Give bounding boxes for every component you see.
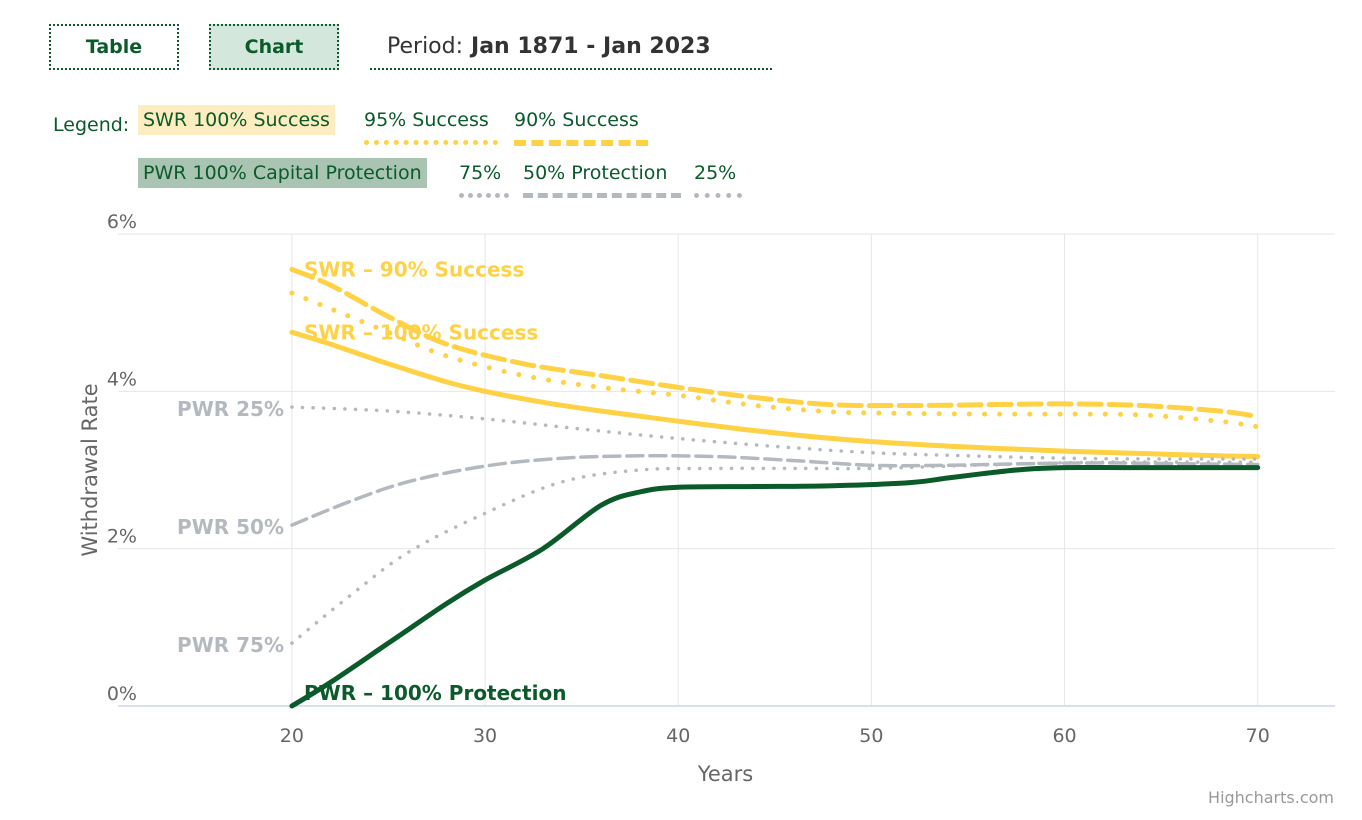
legend-title: Legend: (53, 114, 130, 136)
legend-item-pwr-75[interactable]: 75% (459, 162, 502, 184)
period-value: Jan 1871 - Jan 2023 (471, 33, 711, 59)
series-label-swr100: SWR – 100% Success (304, 320, 538, 344)
legend-sample-pwr-50 (523, 193, 681, 198)
series-line-swr95 (289, 290, 1261, 430)
series-label-swr90: SWR – 90% Success (304, 257, 524, 281)
series-label-pwr100: PWR – 100% Protection (304, 681, 566, 705)
period-label: Period: (387, 33, 464, 59)
series-line-pwr50 (290, 453, 1260, 527)
x-tick-label: 60 (1052, 725, 1076, 747)
legend-sample-pwr-25 (694, 193, 742, 198)
y-tick-label: 0% (107, 683, 137, 705)
y-tick-label: 4% (107, 368, 137, 390)
chart-button[interactable]: Chart (209, 24, 339, 70)
y-tick-label: 2% (107, 526, 137, 548)
series-line-swr100 (289, 329, 1261, 460)
series-line-pwr75 (290, 460, 1260, 645)
period-selector[interactable]: Period: Jan 1871 - Jan 2023 (370, 24, 772, 70)
chart-button-label: Chart (244, 36, 304, 58)
table-button[interactable]: Table (49, 24, 179, 70)
legend-item-swr-95[interactable]: 95% Success (364, 109, 489, 131)
series-label-pwr25: PWR 25% (177, 397, 284, 421)
x-tick-label: 50 (859, 725, 883, 747)
y-tick-label: 6% (107, 211, 137, 233)
legend-sample-swr-90 (514, 140, 648, 146)
table-button-label: Table (85, 36, 143, 58)
x-tick-label: 40 (666, 725, 690, 747)
series-label-pwr75: PWR 75% (177, 633, 284, 657)
x-axis-title: Years (697, 762, 753, 786)
x-tick-label: 20 (280, 725, 304, 747)
series-line-pwr100 (289, 465, 1261, 709)
legend-item-swr-100[interactable]: SWR 100% Success (138, 105, 335, 135)
x-tick-label: 30 (473, 725, 497, 747)
y-axis-title: Withdrawal Rate (78, 383, 102, 556)
legend-sample-swr-95 (364, 140, 498, 145)
legend-item-pwr-50[interactable]: 50% Protection (523, 162, 668, 184)
series-line-swr90 (289, 266, 1261, 419)
highcharts-credit-link[interactable]: Highcharts.com (1208, 788, 1334, 807)
legend-item-pwr-25[interactable]: 25% (694, 162, 737, 184)
x-tick-label: 70 (1246, 725, 1270, 747)
legend-sample-pwr-75 (459, 193, 509, 198)
legend-item-pwr-100[interactable]: PWR 100% Capital Protection (138, 158, 427, 188)
legend-item-swr-90[interactable]: 90% Success (514, 109, 639, 131)
series-label-pwr50: PWR 50% (177, 515, 284, 539)
